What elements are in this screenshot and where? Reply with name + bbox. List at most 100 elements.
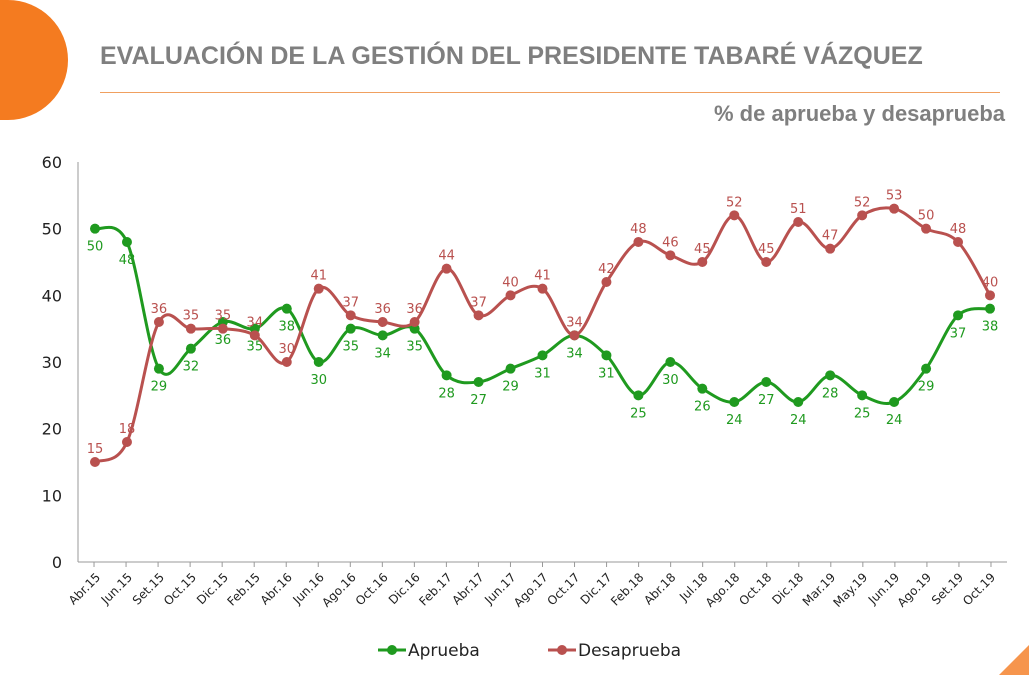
legend-label: Aprueba xyxy=(408,641,480,661)
data-label: 48 xyxy=(119,253,136,268)
data-label: 18 xyxy=(119,422,136,437)
data-label: 40 xyxy=(502,275,519,290)
data-point xyxy=(857,210,868,221)
data-point xyxy=(537,350,548,361)
data-label: 35 xyxy=(406,340,423,355)
x-tick-label: Dic.15 xyxy=(194,570,231,607)
x-tick-label: Feb.15 xyxy=(225,570,263,608)
x-tick-label: Abr.16 xyxy=(258,570,295,607)
data-label: 45 xyxy=(694,242,711,257)
data-label: 29 xyxy=(151,380,168,395)
x-tick-label: Abr.17 xyxy=(449,570,486,607)
data-point xyxy=(441,370,452,381)
data-point xyxy=(793,217,804,227)
x-tick-label: Set.19 xyxy=(929,570,966,607)
x-tick-label: Abr.15 xyxy=(66,570,103,607)
data-point xyxy=(729,210,740,221)
x-tick-label: Abr.18 xyxy=(641,570,678,607)
data-label: 34 xyxy=(566,315,583,330)
data-label: 41 xyxy=(310,269,327,284)
data-point xyxy=(505,363,516,374)
data-label: 40 xyxy=(982,275,999,290)
data-point xyxy=(121,437,132,447)
x-tick-label: Ago.16 xyxy=(319,570,359,610)
data-point xyxy=(665,357,676,367)
legend-marker xyxy=(387,645,397,655)
data-point xyxy=(889,203,900,214)
data-label: 34 xyxy=(247,315,264,330)
data-point xyxy=(633,390,644,401)
x-tick-label: Oct.19 xyxy=(960,570,998,608)
data-point xyxy=(217,323,228,334)
data-point xyxy=(505,290,516,301)
data-point xyxy=(377,317,388,327)
data-label: 35 xyxy=(247,340,264,355)
data-label: 44 xyxy=(438,249,455,264)
data-label: 27 xyxy=(470,393,487,408)
data-label: 51 xyxy=(790,202,807,217)
data-label: 38 xyxy=(982,320,999,335)
data-label: 26 xyxy=(694,400,711,415)
data-label: 52 xyxy=(726,195,743,210)
data-label: 24 xyxy=(790,413,807,428)
legend-marker xyxy=(557,645,567,655)
x-tick-label: Feb.17 xyxy=(416,570,454,608)
data-point xyxy=(441,263,452,274)
data-point xyxy=(825,243,836,254)
x-tick-label: Dic.16 xyxy=(386,570,423,607)
data-point xyxy=(153,363,164,374)
data-label: 32 xyxy=(183,360,200,375)
x-tick-label: Ago.17 xyxy=(511,570,551,610)
data-label: 37 xyxy=(342,295,359,310)
data-label: 47 xyxy=(822,229,839,244)
data-point xyxy=(313,283,324,294)
data-point xyxy=(537,283,548,294)
data-label: 36 xyxy=(215,333,232,348)
data-label: 24 xyxy=(886,413,903,428)
data-point xyxy=(601,277,612,287)
y-tick-label: 30 xyxy=(42,353,62,372)
data-label: 46 xyxy=(662,235,679,250)
data-label: 37 xyxy=(950,326,967,341)
data-point xyxy=(185,343,196,354)
data-label: 48 xyxy=(950,222,967,237)
x-tick-label: Ago.19 xyxy=(895,570,935,610)
data-point xyxy=(793,397,804,407)
data-label: 35 xyxy=(183,309,200,324)
data-point xyxy=(345,323,356,334)
data-label: 50 xyxy=(87,240,104,255)
y-tick-label: 40 xyxy=(42,286,62,305)
data-label: 25 xyxy=(630,406,647,421)
data-point xyxy=(249,330,260,341)
data-label: 36 xyxy=(406,302,423,317)
data-point xyxy=(921,363,932,374)
x-tick-label: May.19 xyxy=(831,570,871,610)
data-label: 28 xyxy=(438,386,455,401)
legend-label: Desaprueba xyxy=(578,641,681,661)
x-tick-label: Oct.16 xyxy=(353,570,391,608)
x-tick-label: Ago.18 xyxy=(703,570,743,610)
data-label: 30 xyxy=(310,373,327,388)
data-point xyxy=(569,330,580,341)
data-point xyxy=(633,237,644,247)
y-tick-label: 10 xyxy=(42,486,62,505)
data-label: 37 xyxy=(470,295,487,310)
data-point xyxy=(761,257,772,267)
series-line-aprueba xyxy=(94,225,991,406)
x-tick-label: Dic.18 xyxy=(769,570,806,607)
data-point xyxy=(473,310,484,321)
data-label: 34 xyxy=(374,346,391,361)
data-label: 36 xyxy=(151,302,168,317)
x-tick-label: Oct.15 xyxy=(161,570,199,608)
y-tick-label: 0 xyxy=(52,553,62,572)
data-label: 35 xyxy=(215,309,232,324)
data-point xyxy=(825,370,836,381)
data-label: 31 xyxy=(598,366,615,381)
data-point xyxy=(697,383,708,394)
data-point xyxy=(665,250,676,261)
data-point xyxy=(953,310,964,321)
data-point xyxy=(377,330,388,341)
data-label: 35 xyxy=(342,340,359,355)
data-label: 53 xyxy=(886,189,903,204)
